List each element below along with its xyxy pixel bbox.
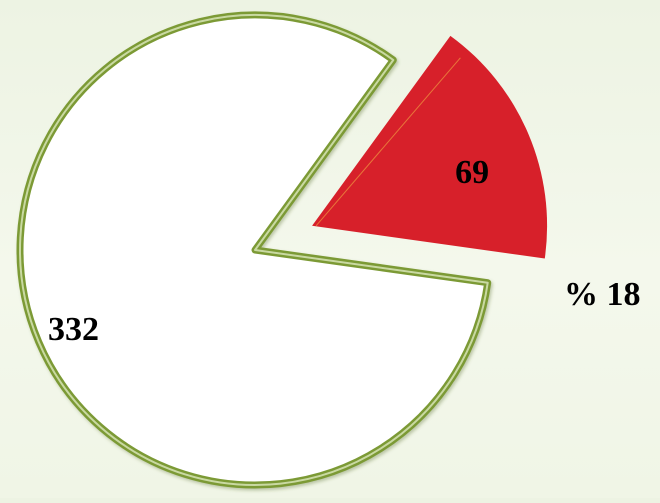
pie-slice-69 xyxy=(312,35,548,259)
pie-slice-border-highlight xyxy=(19,14,489,486)
slice-value-label: 332 xyxy=(48,311,99,348)
slice-percent-label: % 18 xyxy=(564,276,641,313)
percent-leader-line xyxy=(315,57,461,227)
slice-value-label: 69 xyxy=(455,154,489,191)
